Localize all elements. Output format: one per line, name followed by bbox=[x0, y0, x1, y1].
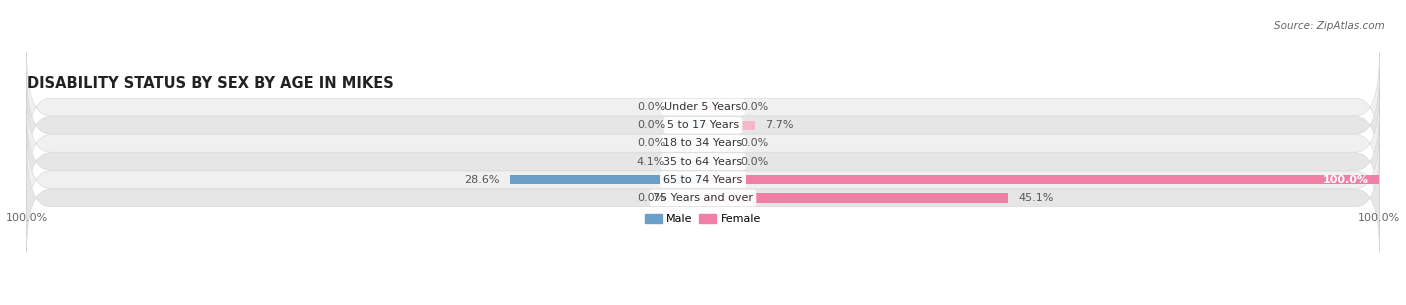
Text: 100.0%: 100.0% bbox=[1323, 175, 1369, 185]
Text: 28.6%: 28.6% bbox=[464, 175, 499, 185]
Bar bbox=[676, 120, 703, 130]
Text: 5 to 17 Years: 5 to 17 Years bbox=[666, 120, 740, 130]
Bar bbox=[509, 175, 703, 185]
Text: 35 to 64 Years: 35 to 64 Years bbox=[664, 156, 742, 167]
Bar bbox=[703, 193, 1008, 203]
Text: 0.0%: 0.0% bbox=[740, 138, 769, 149]
Text: Under 5 Years: Under 5 Years bbox=[665, 102, 741, 112]
Text: 18 to 34 Years: 18 to 34 Years bbox=[664, 138, 742, 149]
Text: 0.0%: 0.0% bbox=[637, 138, 666, 149]
FancyBboxPatch shape bbox=[27, 107, 1379, 216]
Text: 4.1%: 4.1% bbox=[637, 156, 665, 167]
Text: 75 Years and over: 75 Years and over bbox=[652, 193, 754, 203]
Text: 0.0%: 0.0% bbox=[740, 156, 769, 167]
Bar bbox=[703, 157, 730, 166]
Legend: Male, Female: Male, Female bbox=[641, 209, 765, 228]
FancyBboxPatch shape bbox=[27, 89, 1379, 198]
Text: 0.0%: 0.0% bbox=[740, 102, 769, 112]
Text: 7.7%: 7.7% bbox=[765, 120, 794, 130]
Bar bbox=[703, 139, 730, 148]
Text: 45.1%: 45.1% bbox=[1018, 193, 1053, 203]
Text: Source: ZipAtlas.com: Source: ZipAtlas.com bbox=[1274, 21, 1385, 31]
FancyBboxPatch shape bbox=[27, 70, 1379, 180]
Text: DISABILITY STATUS BY SEX BY AGE IN MIKES: DISABILITY STATUS BY SEX BY AGE IN MIKES bbox=[27, 76, 394, 91]
Bar bbox=[703, 120, 755, 130]
Bar bbox=[703, 175, 1379, 185]
Text: 0.0%: 0.0% bbox=[637, 102, 666, 112]
Text: 65 to 74 Years: 65 to 74 Years bbox=[664, 175, 742, 185]
FancyBboxPatch shape bbox=[27, 52, 1379, 162]
Bar bbox=[676, 102, 703, 112]
Bar bbox=[703, 102, 730, 112]
Bar bbox=[676, 139, 703, 148]
Bar bbox=[676, 193, 703, 203]
FancyBboxPatch shape bbox=[27, 125, 1379, 235]
Text: 0.0%: 0.0% bbox=[637, 193, 666, 203]
Bar bbox=[675, 157, 703, 166]
Text: 0.0%: 0.0% bbox=[637, 120, 666, 130]
FancyBboxPatch shape bbox=[27, 143, 1379, 253]
